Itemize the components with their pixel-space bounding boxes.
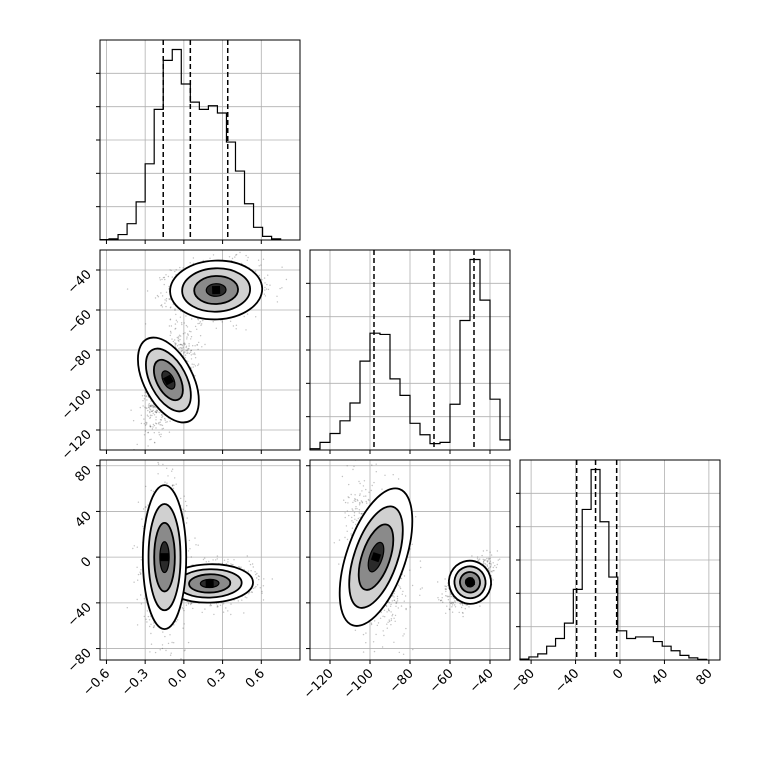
density-mode <box>338 487 414 627</box>
tick-label: −80 <box>387 666 417 696</box>
density-p1-p2 <box>306 460 510 664</box>
density-peak <box>370 552 382 563</box>
density-peak <box>162 374 174 386</box>
tick-label: −120 <box>59 427 95 463</box>
tick-label: −40 <box>65 600 95 630</box>
tick-label: −0.3 <box>119 666 152 699</box>
tick-label: −40 <box>65 267 95 297</box>
density-mode <box>137 336 200 424</box>
density-peak <box>205 579 214 588</box>
histogram-step <box>309 258 511 450</box>
tick-label: −80 <box>65 646 95 676</box>
tick-label: 0.3 <box>204 666 229 691</box>
tick-label: −60 <box>427 666 457 696</box>
density-peak <box>160 553 169 562</box>
tick-label: 40 <box>649 666 671 688</box>
density-mode <box>165 563 254 604</box>
tick-label: −100 <box>341 666 377 702</box>
tick-label: 0.0 <box>165 666 190 691</box>
density-p0-p1-frame <box>99 249 301 451</box>
tick-label: −120 <box>301 666 337 702</box>
tick-label: −100 <box>59 387 95 423</box>
tick-label: −80 <box>508 666 538 696</box>
histogram-step <box>99 48 282 241</box>
tick-label: 80 <box>73 463 95 485</box>
density-p1-p2-frame <box>309 459 511 661</box>
hist-p1-frame <box>309 249 511 451</box>
density-mode <box>169 259 264 321</box>
hist-p0 <box>96 40 300 244</box>
tick-label: 0 <box>78 554 94 570</box>
tick-label: −60 <box>65 307 95 337</box>
density-mode <box>141 484 188 631</box>
hist-p2 <box>516 460 720 664</box>
density-peak <box>211 285 221 295</box>
tick-label: 80 <box>693 666 715 688</box>
tick-label: 0.6 <box>243 666 268 691</box>
hist-p1 <box>306 250 511 454</box>
hist-p2-frame <box>519 459 721 661</box>
tick-label: −40 <box>552 666 582 696</box>
tick-label: −40 <box>467 666 497 696</box>
density-p0-p1 <box>96 250 300 454</box>
tick-label: −0.6 <box>80 666 113 699</box>
hist-p0-frame <box>99 39 301 241</box>
tick-label: 0 <box>610 666 626 682</box>
density-mode <box>448 559 492 605</box>
histogram-step <box>519 468 708 660</box>
tick-label: −80 <box>65 347 95 377</box>
density-p0-p2 <box>96 460 300 664</box>
density-peak <box>464 577 476 588</box>
density-p0-p2-frame <box>99 459 301 661</box>
tick-label: 40 <box>73 509 95 531</box>
